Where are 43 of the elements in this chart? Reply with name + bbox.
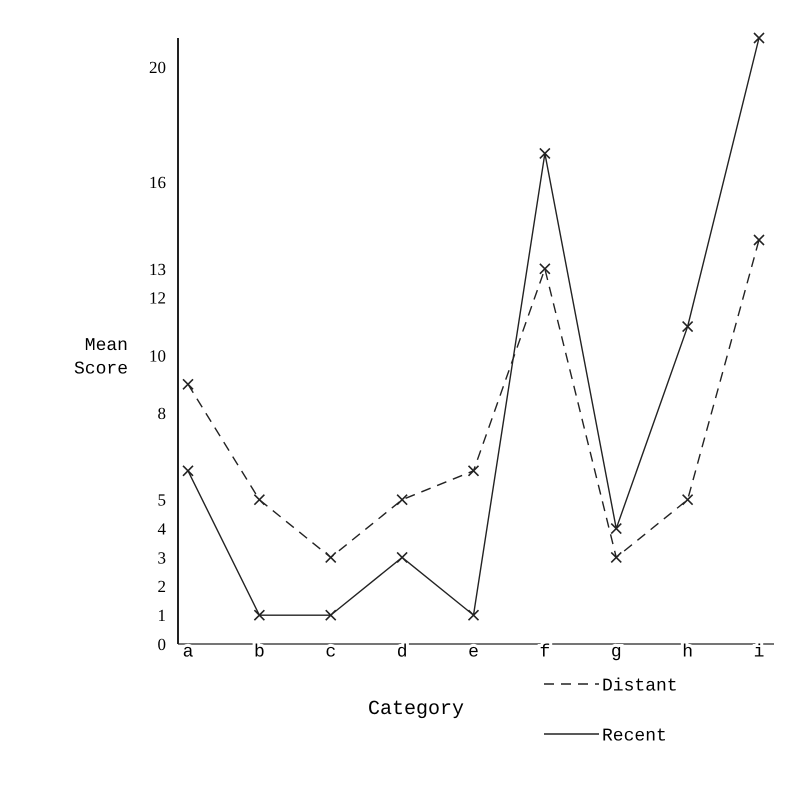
x-tick-label: h (682, 642, 694, 662)
point (396, 494, 408, 506)
y-tick-label: 5 (158, 490, 166, 510)
y-tick-label: 20 (149, 58, 166, 77)
point (396, 552, 408, 564)
y-tick-label: 0 (158, 634, 166, 654)
x-tick-label: c (325, 642, 336, 662)
y-tick-label: 10 (149, 346, 166, 366)
y-tick-label: 4 (158, 520, 166, 539)
x-tick-label: a (182, 642, 194, 662)
y-tick-label: 3 (158, 548, 166, 568)
x-tick-label: i (754, 642, 764, 662)
point (610, 552, 622, 564)
point (753, 32, 765, 44)
y-tick-label: 8 (158, 404, 166, 424)
x-tick-label: d (396, 642, 408, 662)
point (539, 263, 551, 275)
x-tick-label: g (610, 642, 622, 662)
point (468, 465, 480, 477)
point (324, 609, 337, 621)
x-axis-title: Category (368, 698, 464, 721)
point (324, 552, 337, 564)
y-tick-label: 12 (149, 288, 166, 308)
point (682, 494, 694, 506)
x-tick-label: b (254, 642, 265, 662)
point (682, 320, 694, 332)
point (182, 378, 194, 390)
point (468, 609, 480, 621)
point (753, 234, 765, 246)
point (182, 465, 194, 477)
y-tick-label: 13 (149, 260, 166, 279)
y-tick-label: 1 (158, 606, 166, 626)
legend-label: Distant (602, 676, 678, 696)
point (254, 609, 266, 621)
x-tick-label: f (539, 642, 550, 662)
y-tick-label: 16 (149, 173, 166, 192)
y-tick-label: 2 (158, 577, 166, 596)
legend-label: Recent (602, 726, 667, 746)
point (254, 494, 266, 506)
x-tick-label: e (468, 642, 479, 662)
y-axis-title: Mean Score (74, 336, 128, 380)
point (610, 522, 622, 534)
point (539, 148, 551, 160)
